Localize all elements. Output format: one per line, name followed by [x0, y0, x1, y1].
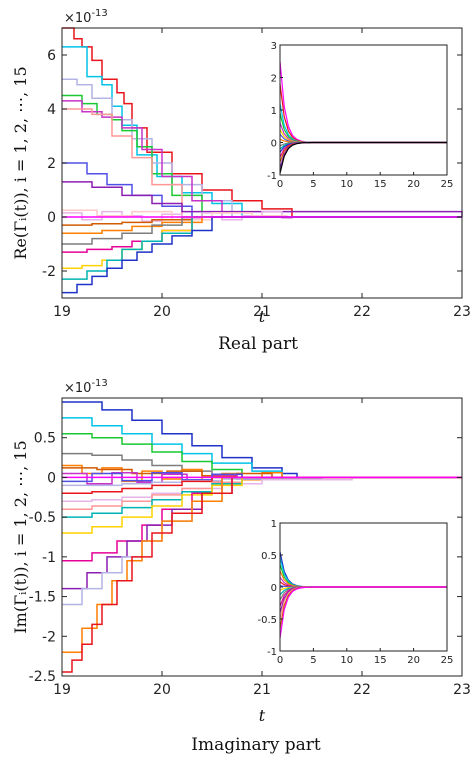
- imag-series-line-19: [62, 476, 462, 673]
- imag-inset-x-tick-label: 25: [441, 655, 454, 666]
- imag-series-line-1: [62, 401, 462, 479]
- real-x-tick-label: 21: [253, 304, 271, 320]
- imag-inset-y-tick-label: -0.5: [257, 615, 277, 626]
- real-y-tick-label: 6: [47, 48, 56, 64]
- real-inset-x-tick-label: 5: [310, 179, 316, 190]
- imag-inset-x-tick-label: 10: [340, 655, 353, 666]
- imag-inset-y-tick-label: 0: [271, 583, 277, 594]
- imag-y-tick-label: -0.5: [29, 510, 56, 526]
- imag-series-line-5: [62, 464, 462, 483]
- imag-inset-curve-15: [279, 586, 447, 639]
- real-y-tick-label: 2: [47, 156, 56, 172]
- imag-x-tick-label: 19: [53, 682, 71, 698]
- imag-series-line-18: [62, 476, 462, 653]
- imag-ticks-group: 19 20 21 22 23 -2.5 -2 -1.5 -1 -0.5 0 0.5: [29, 398, 471, 698]
- imag-y-tick-label: -2: [42, 629, 56, 645]
- real-inset-y-tick-label: 1: [271, 106, 277, 117]
- real-series-line-4: [62, 94, 462, 218]
- real-inset-curve-15: [279, 141, 447, 174]
- imag-series-line-10: [62, 476, 462, 495]
- imag-series-group: [62, 401, 462, 673]
- real-series-line-7: [62, 162, 462, 218]
- imaginary-part-panel: 0 5 10 15 20 25 -1 -0.5 0 0.5 1 19 20 21 22 23 -2.5 -2 -1…: [11, 378, 471, 755]
- real-inset-x-tick-label: 15: [374, 179, 387, 190]
- imag-inset: 0 5 10 15 20 25 -1 -0.5 0 0.5 1: [257, 519, 453, 666]
- imag-y-tick-label: -1: [42, 550, 56, 566]
- real-x-tick-label: 19: [53, 304, 71, 320]
- real-series-line-12: [62, 216, 462, 234]
- real-series-line-6: [62, 108, 462, 218]
- real-inset-y-tick-label: 2: [271, 74, 277, 85]
- imag-series-line-6: [62, 467, 462, 479]
- imag-x-tick-label: 20: [153, 682, 171, 698]
- imag-series-line-9: [62, 476, 462, 487]
- imag-inset-x-tick-label: 5: [310, 655, 316, 666]
- imag-series-line-3: [62, 432, 462, 479]
- real-inset-x-tick-label: 10: [340, 179, 353, 190]
- real-y-axis-label: Re(Γᵢ(t)), i = 1, 2, ⋯, 15: [11, 66, 30, 259]
- imag-x-axis-label: t: [259, 706, 266, 725]
- imag-inset-x-tick-label: 15: [374, 655, 387, 666]
- real-inset-y-tick-label: -1: [267, 171, 277, 182]
- imag-series-line-12: [62, 476, 462, 510]
- imag-series-line-2: [62, 417, 462, 479]
- imag-y-tick-label: 0.5: [34, 431, 56, 447]
- imag-y-tick-label: -1.5: [29, 590, 56, 606]
- imag-x-tick-label: 22: [353, 682, 371, 698]
- real-x-tick-label: 23: [453, 304, 471, 320]
- real-y-tick-label: 4: [47, 102, 56, 118]
- imag-caption: Imaginary part: [191, 735, 321, 755]
- real-series-line-16: [62, 216, 462, 280]
- real-inset-background: [280, 45, 447, 175]
- real-caption: Real part: [218, 334, 298, 354]
- imag-inset-y-tick-label: -1: [267, 647, 277, 658]
- real-x-tick-label: 20: [153, 304, 171, 320]
- real-inset-x-tick-label: 20: [407, 179, 420, 190]
- imag-y-tick-label: -2.5: [29, 669, 56, 685]
- imag-x-tick-label: 21: [253, 682, 271, 698]
- imag-y-axis-label: Im(Γᵢ(t)), i = 1, 2, ⋯, 15: [11, 440, 30, 633]
- real-inset-x-tick-label: 25: [441, 179, 454, 190]
- real-y-tick-label: 0: [47, 210, 56, 226]
- imag-series-line-4: [62, 452, 462, 479]
- imag-series-line-14: [62, 476, 462, 534]
- real-y-tick-label: -2: [42, 264, 56, 280]
- imag-inset-y-tick-label: 0.5: [261, 551, 277, 562]
- real-multiplier: ×10-13: [64, 8, 108, 26]
- real-series-line-13: [62, 216, 462, 245]
- real-inset-y-tick-label: 0: [271, 139, 277, 150]
- real-inset-y-tick-label: 3: [271, 41, 277, 52]
- real-series-group: [62, 27, 463, 294]
- imag-series-line-13: [62, 476, 462, 518]
- real-series-line-17: [62, 216, 462, 294]
- real-x-axis-label: t: [259, 307, 266, 326]
- imag-inset-x-tick-label: 20: [407, 655, 420, 666]
- imag-multiplier: ×10-13: [64, 378, 108, 396]
- real-inset-x-tick-label: 0: [277, 179, 283, 190]
- imag-y-tick-label: 0: [47, 470, 56, 486]
- real-x-tick-label: 22: [353, 304, 371, 320]
- imag-inset-y-tick-label: 1: [271, 519, 277, 530]
- imag-inset-x-tick-label: 0: [277, 655, 283, 666]
- imag-x-tick-label: 23: [453, 682, 471, 698]
